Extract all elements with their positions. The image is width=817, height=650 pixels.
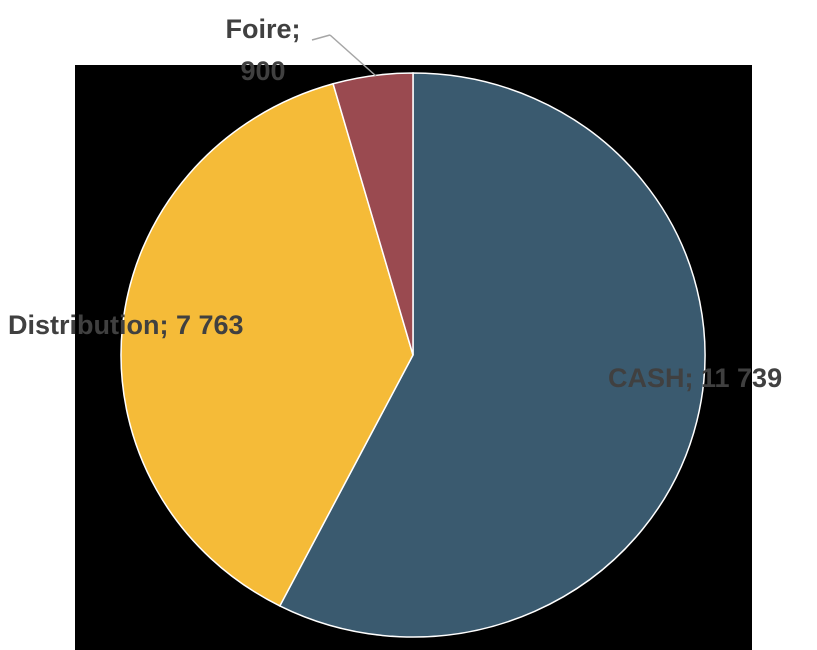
data-label: Distribution; 7 763 xyxy=(8,310,244,340)
pie-slice xyxy=(332,72,414,356)
data-label: Foire; 900 xyxy=(225,14,301,86)
leader-line xyxy=(311,34,331,41)
pie-slice xyxy=(120,82,414,607)
pie-slice xyxy=(278,72,706,638)
data-label: CASH; 11 739 xyxy=(608,363,783,393)
leader-line xyxy=(329,34,377,77)
